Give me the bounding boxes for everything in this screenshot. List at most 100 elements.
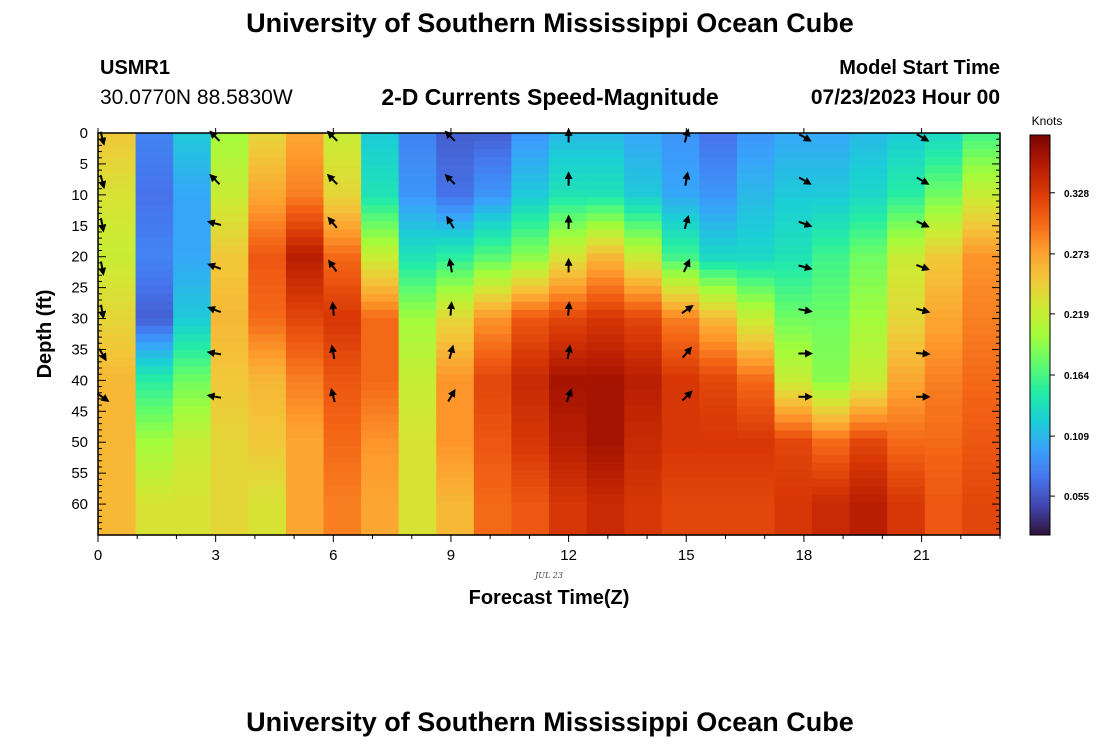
- heatmap-cell: [361, 486, 400, 496]
- heatmap-cell: [210, 181, 249, 190]
- heatmap-cell: [436, 245, 475, 255]
- heatmap-cell: [135, 494, 174, 504]
- heatmap-cell: [549, 149, 588, 158]
- y-tick-label: 10: [71, 187, 88, 204]
- heatmap-cell: [736, 454, 776, 464]
- heatmap-cell: [135, 358, 174, 367]
- heatmap-cell: [210, 205, 249, 214]
- heatmap-cell: [812, 149, 851, 158]
- heatmap-cell: [586, 173, 625, 182]
- heatmap-cell: [361, 133, 400, 142]
- heatmap-cell: [98, 301, 137, 311]
- heatmap-cell: [887, 149, 926, 158]
- heatmap-cell: [736, 261, 776, 271]
- heatmap-cell: [323, 470, 362, 480]
- heatmap-cell: [398, 293, 437, 303]
- heatmap-cell: [398, 229, 437, 239]
- heatmap-cell: [924, 309, 964, 319]
- heatmap-cell: [511, 269, 550, 279]
- heatmap-cell: [511, 149, 550, 158]
- heatmap-cell: [173, 510, 212, 520]
- current-vector: [206, 392, 222, 401]
- colorbar-title: Knots: [1032, 114, 1063, 128]
- heatmap-cell: [699, 181, 738, 190]
- heatmap-cell: [586, 366, 625, 375]
- heatmap-cell: [398, 526, 437, 536]
- heatmap-cell: [436, 374, 475, 383]
- heatmap-cell: [173, 149, 212, 158]
- y-tick-label: 15: [71, 218, 88, 235]
- heatmap-cell: [323, 285, 362, 295]
- heatmap-cell: [549, 157, 588, 166]
- heatmap-cell: [323, 157, 362, 166]
- heatmap-cell: [924, 317, 964, 327]
- heatmap-cell: [774, 237, 813, 247]
- heatmap-cell: [285, 197, 325, 206]
- heatmap-cell: [210, 301, 249, 311]
- heatmap-cell: [135, 526, 174, 536]
- heatmap-cell: [398, 205, 437, 214]
- heatmap-cell: [549, 438, 588, 448]
- heatmap-cell: [887, 213, 926, 223]
- heatmap-cell: [812, 133, 851, 142]
- heatmap-cell: [661, 157, 700, 166]
- heatmap-cell: [210, 350, 249, 359]
- x-date-label: JUL 23: [533, 571, 563, 580]
- heatmap-cell: [887, 342, 926, 351]
- heatmap-cell: [924, 261, 964, 271]
- y-tick-label: 45: [71, 403, 88, 420]
- heatmap-cell: [473, 253, 513, 263]
- heatmap-cell: [436, 189, 475, 198]
- heatmap-cell: [398, 358, 437, 367]
- heatmap-cell: [473, 269, 513, 279]
- heatmap-cell: [661, 406, 700, 415]
- heatmap-cell: [774, 197, 813, 206]
- chart-subtitle: 2-D Currents Speed-Magnitude: [381, 84, 719, 110]
- heatmap-cell: [586, 438, 625, 448]
- heatmap-cell: [924, 293, 964, 303]
- heatmap-cell: [774, 213, 813, 223]
- heatmap-cell: [398, 261, 437, 271]
- heatmap-cell: [624, 414, 663, 424]
- heatmap-cell: [586, 390, 625, 399]
- heatmap-cell: [135, 197, 174, 206]
- heatmap-cell: [436, 390, 475, 399]
- heatmap-cell: [586, 350, 625, 359]
- heatmap-cell: [887, 334, 926, 343]
- heatmap-cell: [812, 518, 851, 528]
- heatmap-cell: [661, 334, 700, 343]
- x-tick-label: 15: [678, 547, 695, 564]
- heatmap-cell: [511, 317, 550, 327]
- heatmap-cell: [736, 205, 776, 214]
- heatmap-cell: [361, 189, 400, 198]
- heatmap-cell: [398, 181, 437, 190]
- heatmap-cell: [248, 350, 287, 359]
- heatmap-cell: [173, 229, 212, 239]
- heatmap-cell: [173, 382, 212, 391]
- heatmap-cell: [624, 261, 663, 271]
- heatmap-cell: [549, 277, 588, 287]
- heatmap-cell: [210, 149, 249, 158]
- heatmap-cell: [285, 285, 325, 295]
- heatmap-cell: [774, 422, 813, 432]
- y-tick-label: 0: [80, 125, 88, 142]
- heatmap-cell: [173, 406, 212, 415]
- heatmap-cell: [436, 269, 475, 279]
- heatmap-cell: [436, 478, 475, 488]
- heatmap-cell: [361, 382, 400, 391]
- heatmap-cell: [624, 446, 663, 456]
- heatmap-cell: [699, 430, 738, 440]
- heatmap-cell: [661, 229, 700, 239]
- heatmap-cell: [774, 253, 813, 263]
- heatmap-cell: [511, 478, 550, 488]
- heatmap-cell: [849, 374, 888, 383]
- heatmap-cell: [248, 430, 287, 440]
- heatmap-cell: [173, 398, 212, 407]
- heatmap-cell: [248, 398, 287, 407]
- y-tick-label: 40: [71, 372, 88, 389]
- heatmap-cell: [849, 518, 888, 528]
- heatmap-cell: [661, 470, 700, 480]
- heatmap-cell: [511, 438, 550, 448]
- heatmap-cell: [962, 181, 1001, 190]
- heatmap-cell: [473, 470, 513, 480]
